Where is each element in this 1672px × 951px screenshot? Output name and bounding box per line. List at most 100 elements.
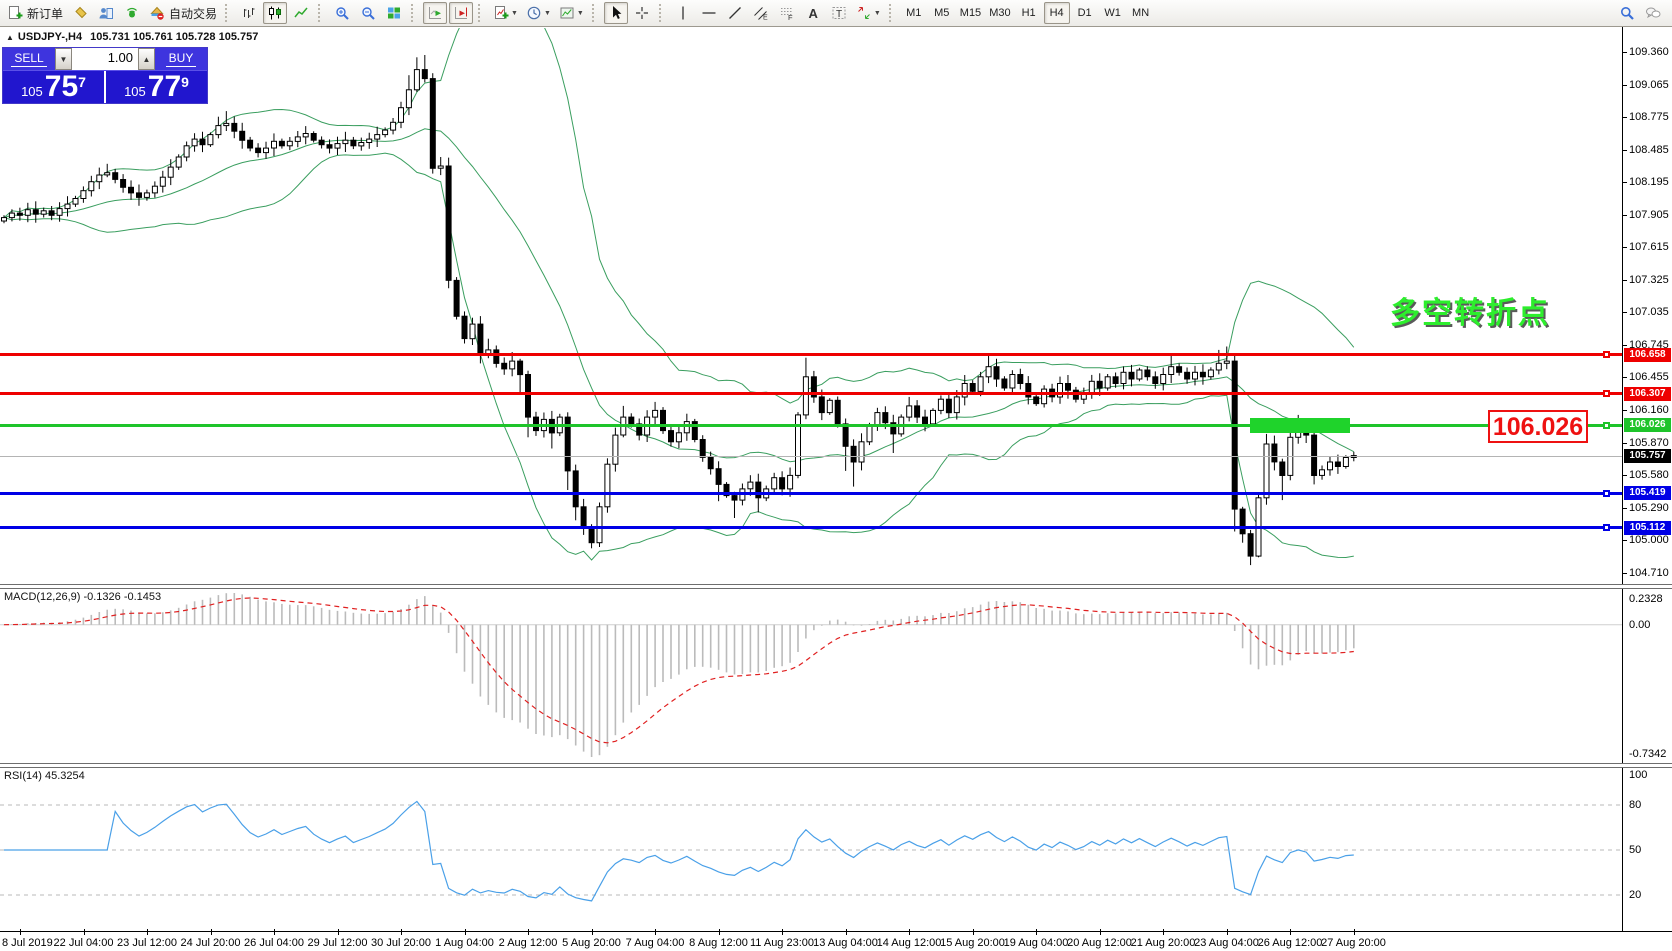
volume-input[interactable]: 1.00	[72, 48, 138, 70]
crosshair-icon	[635, 7, 648, 19]
tf-h1-button[interactable]: H1	[1016, 2, 1042, 24]
tf-m30-button[interactable]: M30	[986, 2, 1013, 24]
text-button[interactable]: A	[801, 2, 825, 24]
x-axis-tick-label: 8 Jul 2019	[2, 937, 53, 949]
hline-105.419[interactable]	[0, 491, 1622, 495]
sell-button[interactable]: SELL	[3, 48, 55, 70]
tf-m5-button-label: M5	[934, 7, 950, 19]
x-axis-tick	[782, 929, 783, 935]
signal-button[interactable]	[120, 2, 144, 24]
autotrading-button[interactable]: 自动交易	[146, 2, 220, 24]
chat-button[interactable]	[1641, 2, 1665, 24]
y-axis-tick-label: 107.615	[1629, 241, 1669, 254]
new-order-icon	[9, 6, 23, 19]
tf-h4-button[interactable]: H4	[1043, 2, 1070, 24]
chat-icon	[1646, 7, 1661, 19]
zoom-out-button[interactable]	[356, 2, 380, 24]
candles-group	[1, 55, 1357, 566]
tf-d1-button-label: D1	[1077, 7, 1092, 19]
horizontal-line-button[interactable]	[697, 2, 721, 24]
tf-m15-button[interactable]: M15	[957, 2, 984, 24]
svg-text:A: A	[808, 6, 818, 21]
dropdown-arrow-icon[interactable]: ▼	[543, 9, 551, 17]
dropdown-arrow-icon[interactable]: ▼	[511, 9, 518, 17]
fibonacci-button[interactable]: F	[775, 2, 799, 24]
price-tag-105.112: 105.112	[1624, 520, 1671, 535]
arrows-button[interactable]: ▼	[853, 2, 884, 24]
periods-button[interactable]: ▼	[523, 2, 554, 24]
text-label-button[interactable]: T	[827, 2, 851, 24]
new-order-button[interactable]: 新订单	[4, 2, 66, 24]
vertical-line-button[interactable]	[671, 2, 695, 24]
tf-d1-button[interactable]: D1	[1072, 2, 1098, 24]
auto-scroll-button[interactable]	[423, 2, 448, 24]
y-axis-tick	[1623, 117, 1627, 119]
indicators-button[interactable]: ▼	[490, 2, 521, 24]
hline-106.307[interactable]	[0, 392, 1622, 396]
sell-price-display[interactable]: 105 75 7	[3, 71, 106, 103]
autotrading-button-label: 自动交易	[169, 6, 218, 21]
y-axis-tick-label: 105.580	[1629, 469, 1669, 482]
y-axis-tick-label: 105.870	[1629, 436, 1669, 449]
y-axis-tick-label: 108.195	[1629, 176, 1669, 189]
y-axis-tick	[1623, 84, 1627, 86]
tile-windows-button[interactable]	[382, 2, 406, 24]
tf-m5-button[interactable]: M5	[929, 2, 955, 24]
candlestick-button[interactable]	[263, 2, 288, 24]
volume-decrease-button[interactable]: ▼	[55, 48, 72, 70]
tf-mn-button[interactable]: MN	[1128, 2, 1154, 24]
eraser-button[interactable]	[68, 2, 92, 24]
buy-price-display[interactable]: 105 77 9	[106, 71, 207, 103]
toolbar-group: 新订单 自动交易	[2, 0, 222, 27]
x-axis-tick	[1290, 929, 1291, 935]
buy-button[interactable]: BUY	[155, 48, 207, 70]
profile-icon	[99, 8, 114, 19]
x-axis-tick	[20, 929, 21, 935]
x-axis-tick	[83, 929, 85, 935]
macd-axis-label: -0.7342	[1629, 748, 1667, 760]
tf-w1-button[interactable]: W1	[1100, 2, 1126, 24]
search-button[interactable]	[1615, 2, 1639, 24]
equidistant-channel-button[interactable]: E	[749, 2, 773, 24]
dropdown-arrow-icon[interactable]: ▼	[576, 9, 584, 17]
volume-increase-button[interactable]: ▲	[138, 48, 155, 70]
line-chart-button[interactable]	[289, 2, 313, 24]
chart-shift-icon	[455, 7, 468, 19]
crosshair-button[interactable]	[630, 2, 654, 24]
y-axis-tick	[1623, 247, 1627, 249]
pane-separator[interactable]	[0, 584, 1672, 589]
hline-106.658[interactable]	[0, 353, 1622, 357]
svg-text:T: T	[836, 9, 842, 20]
y-axis-tick	[1623, 344, 1627, 346]
pane-separator[interactable]	[0, 763, 1672, 768]
toolbar-group: M1 M5 M15 M30 H1 H4 D1 W1 MN	[899, 0, 1156, 27]
line-anchor-106.658	[1603, 351, 1610, 359]
hline-105.112[interactable]	[0, 526, 1622, 530]
highlight-rectangle[interactable]	[1250, 418, 1350, 433]
collapse-panel-icon[interactable]: ▲	[6, 33, 14, 42]
zoom-in-button[interactable]	[330, 2, 354, 24]
price-tag-106.307: 106.307	[1624, 386, 1671, 401]
chart-shift-button[interactable]	[449, 2, 474, 24]
buy-price-point: 9	[181, 74, 189, 90]
tf-m1-button[interactable]: M1	[901, 2, 927, 24]
chart-text-annotation[interactable]: 多空转折点	[1390, 297, 1550, 330]
hline-106.026[interactable]	[0, 423, 1622, 427]
line-anchor-106.307	[1603, 390, 1610, 398]
x-axis-tick	[147, 929, 148, 935]
x-axis-tick	[210, 929, 212, 935]
y-axis-tick-label: 109.065	[1629, 78, 1669, 91]
autotrading-icon	[150, 6, 164, 20]
chart-title: ▲ USDJPY-,H4 105.731 105.761 105.728 105.7…	[6, 31, 258, 43]
dropdown-arrow-icon[interactable]: ▼	[873, 9, 881, 17]
bar-chart-button[interactable]	[237, 2, 261, 24]
line-anchor-106.026	[1603, 421, 1610, 429]
profile-button[interactable]	[94, 2, 118, 24]
y-axis-tick-label: 109.360	[1629, 45, 1669, 58]
x-axis-tick-label: 23 Jul 12:00	[117, 937, 177, 949]
templates-button[interactable]: ▼	[556, 2, 587, 24]
price-callout-label[interactable]: 106.026	[1488, 410, 1588, 443]
cursor-button[interactable]	[603, 2, 628, 24]
rsi-axis-label: 50	[1629, 844, 1642, 856]
trendline-button[interactable]	[723, 2, 747, 24]
